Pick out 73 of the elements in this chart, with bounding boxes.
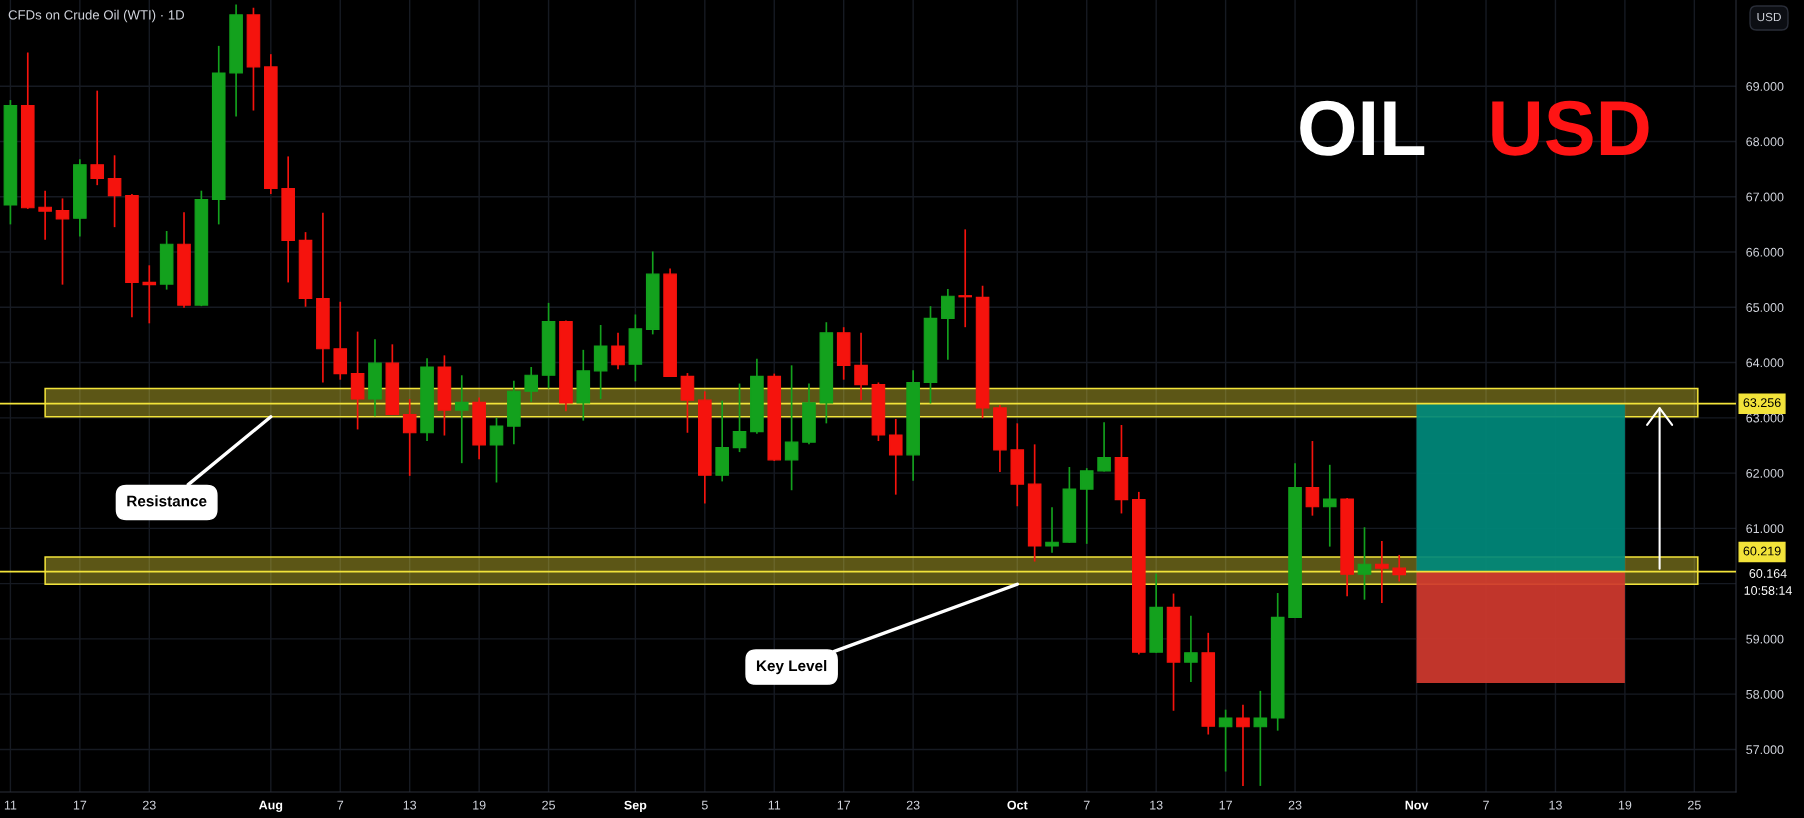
x-tick-label: 13 [403,800,417,810]
candlestick [854,331,868,401]
y-tick-label: 67.000 [1746,192,1784,202]
candlestick [1079,467,1094,545]
ref-line-label: 60.219 [1743,546,1781,556]
candlestick [1097,421,1111,473]
x-tick-label: 25 [542,800,555,810]
y-tick-label: 61.000 [1746,524,1784,534]
x-tick-label: Oct [1007,800,1028,810]
x-tick-label: Sep [624,800,647,812]
text: 60.164 [1749,569,1787,578]
candlestick [1218,708,1233,773]
x-tick-label: 11 [4,800,17,810]
x-tick-label: 23 [1288,800,1302,810]
x-tick-label: 11 [768,800,781,810]
y-tick-label: 58.000 [1746,689,1784,699]
x-tick-label: Aug [258,800,283,812]
candlestick [454,374,469,464]
x-tick-label: 23 [142,800,156,810]
candlestick [1305,440,1320,517]
y-tick-label: 65.000 [1746,303,1784,312]
candlestick [142,264,157,325]
y-tick-label: 62.000 [1746,468,1784,478]
x-tick-label: 13 [1150,800,1163,810]
candlestick [489,416,504,484]
y-axis-title: USD [1757,12,1781,22]
candlestick [38,189,52,241]
x-tick-label: 17 [1219,800,1232,810]
annotation: Resistance [127,495,207,507]
candlestick [1357,526,1372,601]
x-tick-label: 23 [906,800,920,810]
candlestick [524,366,539,403]
candlestick [784,364,799,492]
candlestick [732,382,747,453]
x-tick-label: 25 [1688,800,1701,810]
x-tick-label: 17 [73,800,87,810]
candlestick [611,331,625,371]
y-tick-label: 59.000 [1746,634,1784,644]
annotation: Key Level [756,659,827,675]
candlestick [1322,463,1337,548]
y-tick-label: 69.000 [1746,82,1784,91]
x-tick-label: 7 [337,800,344,810]
y-tick-label: 57.000 [1746,745,1784,755]
x-tick-label: 19 [1618,800,1632,810]
ref-line-label: 63.256 [1743,398,1781,408]
text: 10:58:14 [1744,586,1792,595]
candlestick [941,288,955,361]
x-tick-label: 7 [1083,800,1090,810]
y-tick-label: 64.000 [1746,358,1784,368]
y-tick-label: 68.000 [1746,137,1784,147]
x-tick-label: Nov [1405,800,1429,810]
text: CFDs on Crude Oil (WTI) · 1D [8,9,185,23]
candlestick [680,372,695,434]
candlestick [1392,554,1407,583]
text: OIL USD [1300,100,1649,156]
y-tick-label: 63.000 [1746,413,1784,423]
candlestick [888,418,903,496]
candlestick [1236,703,1250,787]
candlestick [107,154,122,228]
x-tick-label: 19 [473,800,486,810]
y-tick-label: 66.000 [1746,247,1784,257]
candlestick [55,197,70,286]
x-tick-label: 5 [701,800,708,810]
candlestick [402,398,417,477]
candlestick [958,228,973,329]
candlestick [90,89,105,186]
candlestick [1253,690,1268,787]
candlestick [1045,506,1059,554]
x-tick-label: 7 [1483,800,1489,810]
x-tick-label: 17 [837,800,851,810]
candlestick [1375,540,1389,604]
x-tick-label: 13 [1549,800,1562,810]
candlestick [1184,614,1198,683]
